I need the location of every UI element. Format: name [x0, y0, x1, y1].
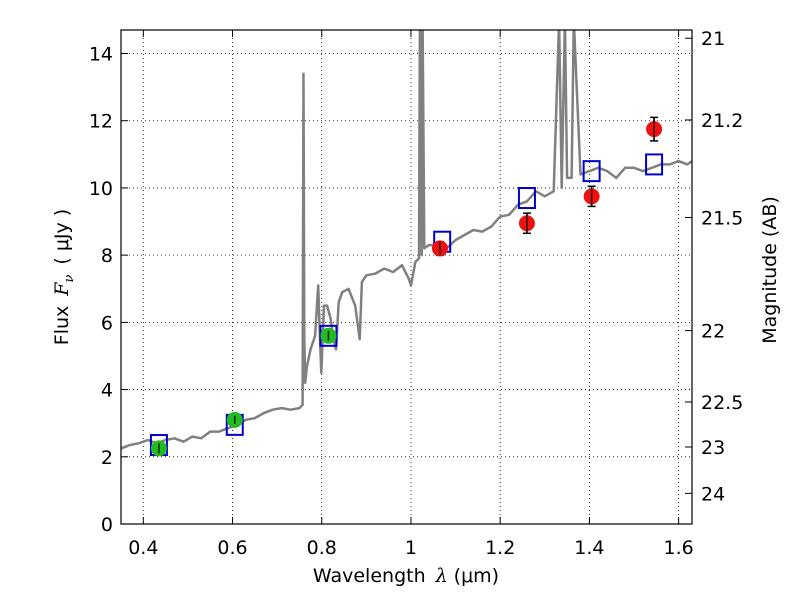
y-tick-label: 0 — [101, 514, 113, 536]
y2-tick-label: 21 — [701, 28, 725, 50]
y-tick-label: 6 — [101, 312, 113, 334]
x-axis-label: Wavelength λ (μm) — [313, 565, 499, 587]
nir-photometry-markers — [431, 116, 663, 257]
y-tick-label: 8 — [101, 245, 113, 267]
model-photometry-square — [517, 187, 536, 210]
y-tick-label: 2 — [101, 447, 113, 469]
y-tick-label: 14 — [89, 44, 113, 66]
plot-frame — [120, 29, 693, 525]
y2-tick-label: 22 — [701, 321, 725, 343]
model-spectrum-line — [121, 30, 692, 450]
y2-tick-label: 24 — [701, 483, 725, 505]
y2-tick-label: 23 — [701, 437, 725, 459]
x-tick-label: 0.8 — [307, 537, 337, 559]
y2-tick-labels: 21 21.2 21.5 22 22.5 23 24 — [701, 28, 743, 505]
axis-ticks — [121, 30, 692, 525]
y2-tick-label: 21.5 — [701, 207, 743, 229]
x-tick-label: 1 — [405, 537, 417, 559]
y-tick-labels: 0 2 4 6 8 10 12 14 — [89, 44, 113, 536]
x-tick-label: 1.4 — [574, 537, 604, 559]
y-tick-label: 10 — [89, 178, 113, 200]
x-tick-label: 0.6 — [217, 537, 247, 559]
y2-axis-label: Magnitude (AB) — [759, 196, 781, 344]
x-tick-labels: 0.4 0.6 0.8 1 1.2 1.4 1.6 — [128, 537, 694, 559]
y2-tick-label: 22.5 — [701, 392, 743, 414]
y-axis-label: FluxFν( μJy ) — [51, 209, 77, 345]
y2-tick-label: 21.2 — [701, 110, 743, 132]
x-tick-label: 1.2 — [485, 537, 515, 559]
y-tick-label: 12 — [89, 111, 113, 133]
model-photometry-square — [645, 153, 664, 176]
y-tick-label: 4 — [101, 380, 113, 402]
x-tick-label: 0.4 — [128, 537, 158, 559]
x-tick-label: 1.6 — [664, 537, 694, 559]
model-photometry-square — [582, 160, 601, 183]
optical-photometry-markers — [150, 327, 337, 457]
